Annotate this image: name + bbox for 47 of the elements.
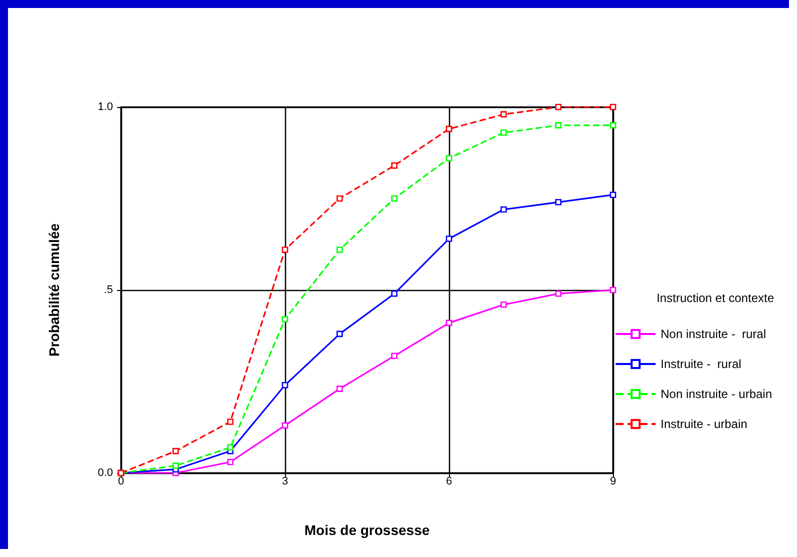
legend-label: Non instruite - rural [660, 327, 766, 341]
point [336, 246, 343, 253]
legend-label: Instruite - urbain [660, 417, 748, 431]
point [610, 122, 616, 128]
point [555, 199, 562, 206]
legend-title: Instruction et contexte [656, 291, 774, 305]
point [336, 386, 343, 392]
point [610, 192, 616, 198]
x-tick-label: 6 [446, 476, 452, 488]
point [610, 104, 616, 110]
point [500, 206, 507, 213]
y-axis-title: Probabilité cumulée [46, 223, 62, 357]
point [391, 352, 398, 360]
y-tick-label: .5 [104, 284, 113, 296]
point [391, 290, 398, 297]
point [336, 195, 343, 202]
point [172, 462, 179, 469]
point [227, 458, 234, 466]
point [227, 444, 234, 451]
point [446, 236, 452, 242]
point [282, 382, 288, 388]
point [500, 111, 507, 118]
y-tick-label: 1.0 [98, 101, 113, 113]
point [500, 301, 507, 308]
point [500, 129, 507, 136]
x-axis-title: Mois de grossesse [304, 522, 430, 538]
point [172, 448, 179, 454]
point [391, 162, 398, 169]
y-tick-label: 0.0 [98, 467, 113, 479]
x-tick-label: 3 [282, 476, 288, 488]
point [446, 155, 452, 162]
point [282, 316, 288, 322]
point [446, 126, 452, 132]
point [555, 122, 562, 128]
point [446, 320, 452, 326]
point [555, 290, 562, 297]
point [227, 418, 234, 425]
legend-label: Non instruite - urbain [660, 387, 772, 401]
x-tick-label: 9 [610, 476, 616, 488]
point [610, 286, 616, 294]
point [555, 104, 562, 110]
point [391, 195, 398, 202]
point [282, 422, 288, 429]
point [336, 330, 343, 338]
x-tick-label: 0 [118, 476, 124, 488]
point [282, 246, 288, 253]
legend-label: Instruite - rural [660, 357, 742, 371]
